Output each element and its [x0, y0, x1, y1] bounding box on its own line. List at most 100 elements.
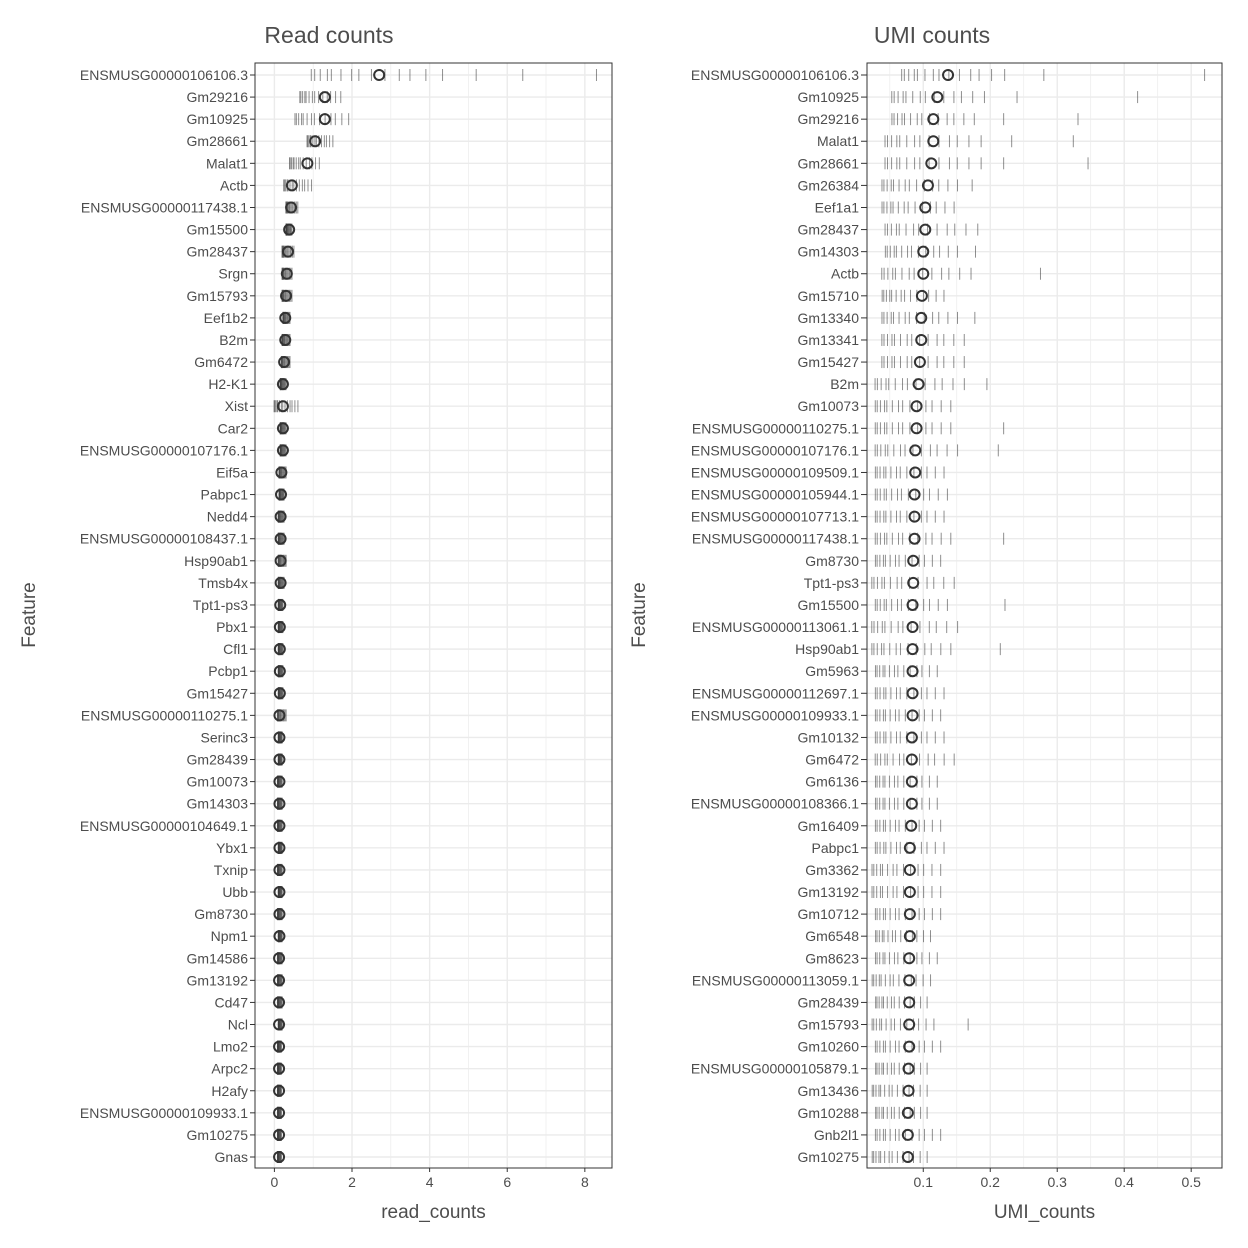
- feature-label: Arpc2: [211, 1061, 248, 1077]
- feature-label: Gm10288: [798, 1105, 860, 1121]
- feature-row: Tmsb4x: [198, 575, 287, 591]
- median-point: [273, 643, 286, 656]
- median-point: [903, 1018, 916, 1031]
- feature-row: Tpt1-ps3: [193, 597, 287, 613]
- feature-label: Gm15500: [798, 597, 860, 613]
- feature-row: Cd47: [215, 994, 286, 1010]
- feature-label: Car2: [218, 420, 249, 436]
- feature-row: Gm6548: [805, 928, 931, 944]
- panel-umi-counts: ENSMUSG00000106106.3 Gm10925 Gm29216 Malat1…: [629, 22, 1223, 1223]
- x-tick-label: 0.4: [1114, 1174, 1134, 1190]
- feature-row: Eef1b2: [204, 310, 292, 326]
- x-tick-label: 8: [581, 1174, 589, 1190]
- feature-label: ENSMUSG00000106106.3: [691, 67, 859, 83]
- feature-row: Car2: [218, 420, 289, 436]
- median-point: [906, 621, 919, 634]
- feature-label: Tmsb4x: [198, 575, 248, 591]
- feature-label: Cfl1: [223, 641, 248, 657]
- median-point: [921, 179, 934, 192]
- feature-label: Gm15793: [798, 1017, 860, 1033]
- feature-row: Npm1: [211, 928, 286, 944]
- feature-row: Gm6472: [805, 752, 955, 768]
- feature-row: Gm8623: [805, 950, 938, 966]
- feature-label: Nedd4: [207, 509, 248, 525]
- feature-row: Arpc2: [211, 1061, 286, 1077]
- x-axis-title: read_counts: [381, 1202, 486, 1223]
- median-point: [905, 775, 918, 788]
- feature-row: Nedd4: [207, 509, 287, 525]
- median-point: [273, 974, 286, 987]
- feature-label: Gm13192: [798, 884, 860, 900]
- median-point: [273, 687, 286, 700]
- feature-row: Txnip: [214, 862, 286, 878]
- median-point: [903, 1040, 916, 1053]
- chart-title: UMI counts: [874, 22, 990, 48]
- feature-row: ENSMUSG00000108437.1: [80, 531, 287, 547]
- feature-label: Gm15500: [187, 222, 249, 238]
- median-point: [906, 665, 919, 678]
- median-point: [903, 930, 916, 943]
- feature-label: Gm10132: [798, 729, 860, 745]
- median-point: [915, 311, 928, 324]
- median-point: [318, 113, 331, 126]
- feature-row: Gm6136: [805, 774, 938, 790]
- feature-row: Gm10925: [187, 111, 350, 127]
- feature-label: Malat1: [206, 155, 248, 171]
- feature-row: Actb: [220, 177, 313, 193]
- feature-label: Hsp90ab1: [184, 553, 248, 569]
- feature-label: Gm13436: [798, 1083, 860, 1099]
- median-point: [915, 289, 928, 302]
- feature-label: Gm14303: [798, 244, 860, 260]
- feature-label: Gm28661: [798, 155, 860, 171]
- feature-row: Gm14303: [798, 244, 977, 260]
- feature-label: Gm26384: [798, 177, 860, 193]
- median-point: [273, 952, 286, 965]
- y-axis-title: Feature: [629, 582, 650, 647]
- feature-row: Tpt1-ps3: [804, 575, 955, 591]
- feature-label: Gm6548: [805, 928, 859, 944]
- median-point: [278, 356, 291, 369]
- median-point: [273, 1106, 286, 1119]
- feature-label: ENSMUSG00000107713.1: [691, 509, 859, 525]
- feature-label: Gm5963: [805, 663, 859, 679]
- median-point: [903, 974, 916, 987]
- median-point: [909, 444, 922, 457]
- feature-label: Tpt1-ps3: [193, 597, 248, 613]
- feature-row: Gm10073: [798, 398, 952, 414]
- median-point: [281, 245, 294, 258]
- median-point: [901, 1151, 914, 1163]
- median-point: [274, 576, 287, 589]
- median-point: [919, 201, 932, 214]
- median-point: [273, 1018, 286, 1031]
- feature-label: Gm15427: [187, 685, 249, 701]
- feature-label: Gm28437: [798, 222, 860, 238]
- feature-label: Gm10925: [798, 89, 860, 105]
- feature-row: Gm3362: [805, 862, 942, 878]
- feature-label: Lmo2: [213, 1039, 248, 1055]
- median-point: [276, 378, 289, 391]
- median-point: [273, 930, 286, 943]
- feature-label: Gm13340: [798, 310, 860, 326]
- median-point: [906, 709, 919, 722]
- feature-label: Gm29216: [798, 111, 860, 127]
- median-point: [902, 1062, 915, 1075]
- feature-row: Gm10260: [798, 1039, 942, 1055]
- panel-border: [866, 62, 1223, 1169]
- feature-label: ENSMUSG00000109509.1: [691, 464, 859, 480]
- feature-label: H2afy: [211, 1083, 248, 1099]
- feature-label: ENSMUSG00000107176.1: [80, 442, 248, 458]
- feature-row: Gm8730: [194, 906, 286, 922]
- median-point: [273, 797, 286, 810]
- feature-row: H2-K1: [208, 376, 289, 392]
- feature-row: Pabpc1: [812, 840, 945, 856]
- feature-row: ENSMUSG00000108366.1: [691, 796, 938, 812]
- feature-label: Gm14303: [187, 796, 249, 812]
- x-axis-title: UMI_counts: [994, 1202, 1095, 1223]
- feature-row: Gm28437: [187, 244, 295, 260]
- median-point: [905, 753, 918, 766]
- feature-label: ENSMUSG00000105879.1: [691, 1061, 859, 1077]
- feature-label: Gnas: [215, 1149, 248, 1165]
- feature-row: Gm15500: [798, 597, 1006, 613]
- median-point: [903, 841, 916, 854]
